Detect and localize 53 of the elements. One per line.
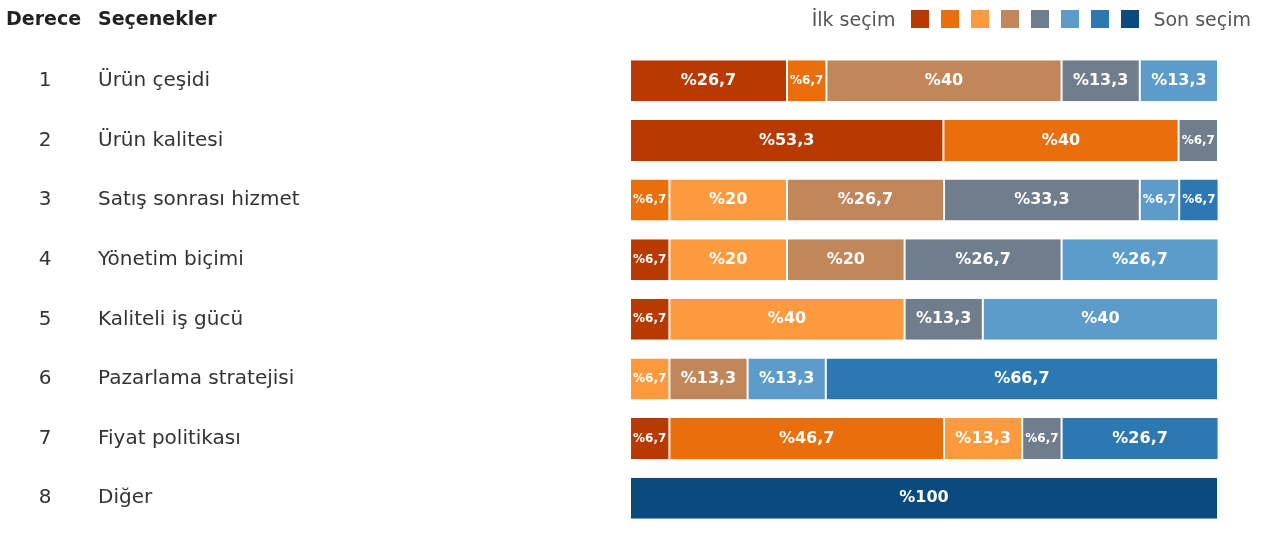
text: Derece [6, 6, 82, 29]
y-tick-label: Ürün kalitesi [98, 126, 224, 151]
data-label: %66,7 [994, 368, 1050, 388]
data-label: %46,7 [778, 427, 835, 447]
y-tick-label: Diğer [98, 484, 153, 509]
data-label: %6,7 [1181, 132, 1215, 147]
data-label: %33,3 [1014, 189, 1070, 209]
data-label: %13,3 [955, 427, 1011, 447]
data-label: %13,3 [758, 368, 815, 388]
data-label: %100 [899, 487, 949, 507]
data-label: %6,7 [1182, 192, 1216, 207]
y-tick-label: Ürün çeşidi [98, 67, 211, 92]
data-label: %40 [924, 69, 964, 89]
data-label: %26,7 [955, 248, 1011, 268]
text: 8 [38, 484, 52, 509]
data-label: %6,7 [1025, 430, 1059, 445]
y-tick-label: Satış sonrası hizmet [98, 186, 300, 211]
data-label: %6,7 [633, 192, 667, 207]
data-label: %26,7 [1112, 248, 1168, 268]
text: 3 [38, 186, 52, 211]
data-label: %53,3 [758, 129, 815, 149]
y-tick-label: Kaliteli iş gücü [98, 305, 244, 330]
y-tick-label: Fiyat politikası [98, 424, 241, 449]
data-label: %13,3 [915, 308, 972, 328]
data-label: %13,3 [680, 368, 737, 388]
data-label: %20 [709, 189, 748, 209]
text: 4 [38, 245, 52, 270]
y-tick-label: Pazarlama stratejisi [98, 365, 295, 390]
text: 6 [38, 365, 52, 390]
text: 7 [38, 424, 52, 449]
data-label: %6,7 [633, 430, 667, 445]
data-label: %40 [1081, 308, 1120, 328]
data-label: %6,7 [633, 251, 667, 266]
text: Son seçim [1153, 8, 1251, 30]
data-label: %13,3 [1151, 69, 1207, 89]
text: İlk seçim [811, 8, 896, 30]
data-label: %13,3 [1072, 69, 1129, 89]
y-axis-title: Seçenekler [98, 6, 218, 29]
text: 1 [38, 67, 52, 92]
data-label: %6,7 [633, 371, 667, 386]
data-label: %20 [826, 248, 865, 268]
data-label: %26,7 [837, 189, 894, 209]
data-label: %26,7 [680, 69, 737, 89]
text: 5 [38, 305, 52, 330]
data-label: %6,7 [790, 72, 824, 87]
data-label: %20 [709, 248, 748, 268]
data-label: %6,7 [1142, 192, 1177, 207]
data-label: %40 [1041, 129, 1081, 149]
text: 2 [38, 126, 52, 151]
data-label: %26,7 [1112, 427, 1168, 447]
y-tick-label: Yönetim biçimi [97, 245, 244, 270]
data-label: %6,7 [633, 311, 667, 326]
data-label: %40 [767, 308, 807, 328]
